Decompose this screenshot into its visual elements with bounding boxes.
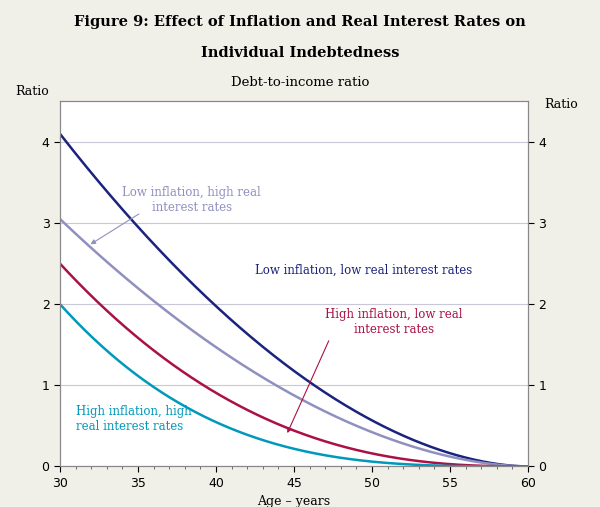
Text: High inflation, high
real interest rates: High inflation, high real interest rates <box>76 406 191 433</box>
Text: Individual Indebtedness: Individual Indebtedness <box>201 46 399 60</box>
Text: High inflation, low real
interest rates: High inflation, low real interest rates <box>325 308 463 336</box>
Y-axis label: Ratio: Ratio <box>544 98 578 111</box>
Text: Debt-to-income ratio: Debt-to-income ratio <box>231 76 369 89</box>
Y-axis label: Ratio: Ratio <box>15 85 49 98</box>
Text: Low inflation, high real
interest rates: Low inflation, high real interest rates <box>122 187 261 214</box>
Text: Figure 9: Effect of Inflation and Real Interest Rates on: Figure 9: Effect of Inflation and Real I… <box>74 15 526 29</box>
X-axis label: Age – years: Age – years <box>257 495 331 507</box>
Text: Low inflation, low real interest rates: Low inflation, low real interest rates <box>255 264 472 277</box>
